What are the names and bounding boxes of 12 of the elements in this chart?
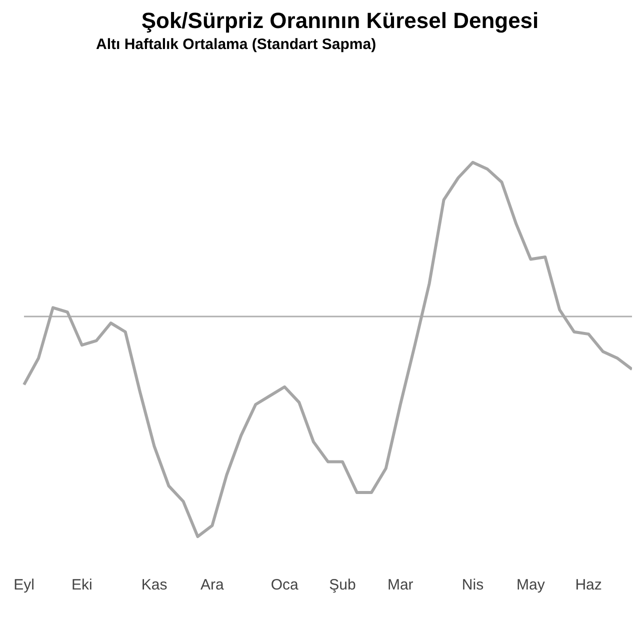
x-tick-label: May [516, 576, 546, 594]
chart-subtitle: Altı Haftalık Ortalama (Standart Sapma) [95, 36, 378, 53]
x-tick-label: Eyl [14, 576, 34, 594]
x-tick-label: Kas [141, 576, 168, 594]
x-tick-label: Ara [200, 576, 225, 594]
chart-title: Şok/Sürpriz Oranının Küresel Dengesi [140, 8, 540, 34]
x-tick-label: Nis [462, 576, 484, 594]
x-tick-label: Şub [329, 576, 356, 594]
x-tick-label: Eki [71, 576, 92, 594]
x-tick-label: Oca [270, 576, 299, 594]
x-tick-label: Haz [575, 576, 602, 594]
x-tick-label: Mar [387, 576, 414, 594]
